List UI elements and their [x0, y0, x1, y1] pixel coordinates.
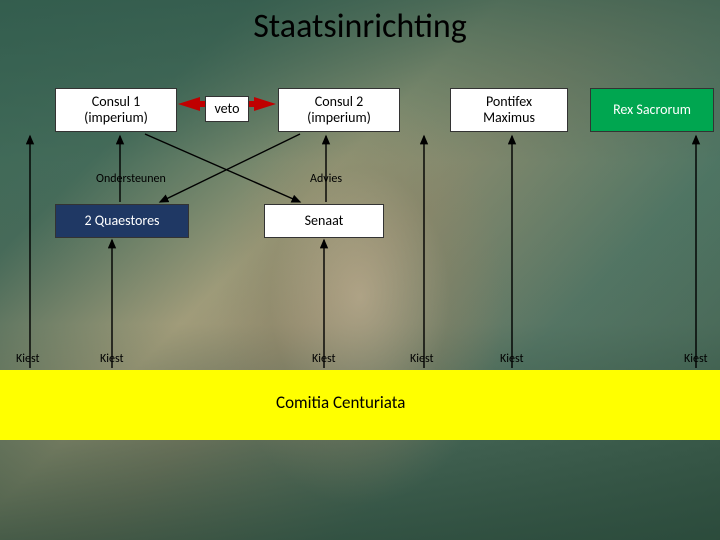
- box-senaat-text: Senaat: [305, 213, 344, 229]
- comitia-text: Comitia Centuriata: [276, 392, 405, 413]
- box-senaat: Senaat: [264, 204, 384, 238]
- box-consul-2-line1: Consul 2: [315, 94, 364, 110]
- box-veto: veto: [205, 96, 249, 122]
- label-kiest-5: Kiest: [500, 352, 524, 366]
- box-pontifex-line2: Maximus: [483, 110, 535, 126]
- box-veto-text: veto: [214, 101, 239, 117]
- label-kiest-6: Kiest: [684, 352, 708, 366]
- box-pontifex: Pontifex Maximus: [450, 88, 568, 132]
- box-consul-2: Consul 2 (imperium): [278, 88, 400, 132]
- box-pontifex-line1: Pontifex: [486, 94, 532, 110]
- box-rex-sacrorum: Rex Sacrorum: [590, 88, 714, 132]
- box-quaestores-text: 2 Quaestores: [84, 213, 159, 229]
- label-kiest-1: Kiest: [16, 352, 40, 366]
- background: [0, 0, 720, 540]
- label-kiest-2: Kiest: [100, 352, 124, 366]
- label-kiest-4: Kiest: [410, 352, 434, 366]
- box-consul-1-line1: Consul 1: [92, 94, 141, 110]
- box-consul-1: Consul 1 (imperium): [55, 88, 177, 132]
- label-ondersteunen: Ondersteunen: [96, 172, 166, 186]
- box-quaestores: 2 Quaestores: [55, 204, 189, 238]
- box-consul-2-line2: (imperium): [307, 110, 371, 126]
- label-advies: Advies: [310, 172, 342, 186]
- page-title: Staatsinrichting: [0, 6, 720, 47]
- box-consul-1-line2: (imperium): [84, 110, 148, 126]
- label-kiest-3: Kiest: [312, 352, 336, 366]
- box-rex-text: Rex Sacrorum: [613, 102, 691, 118]
